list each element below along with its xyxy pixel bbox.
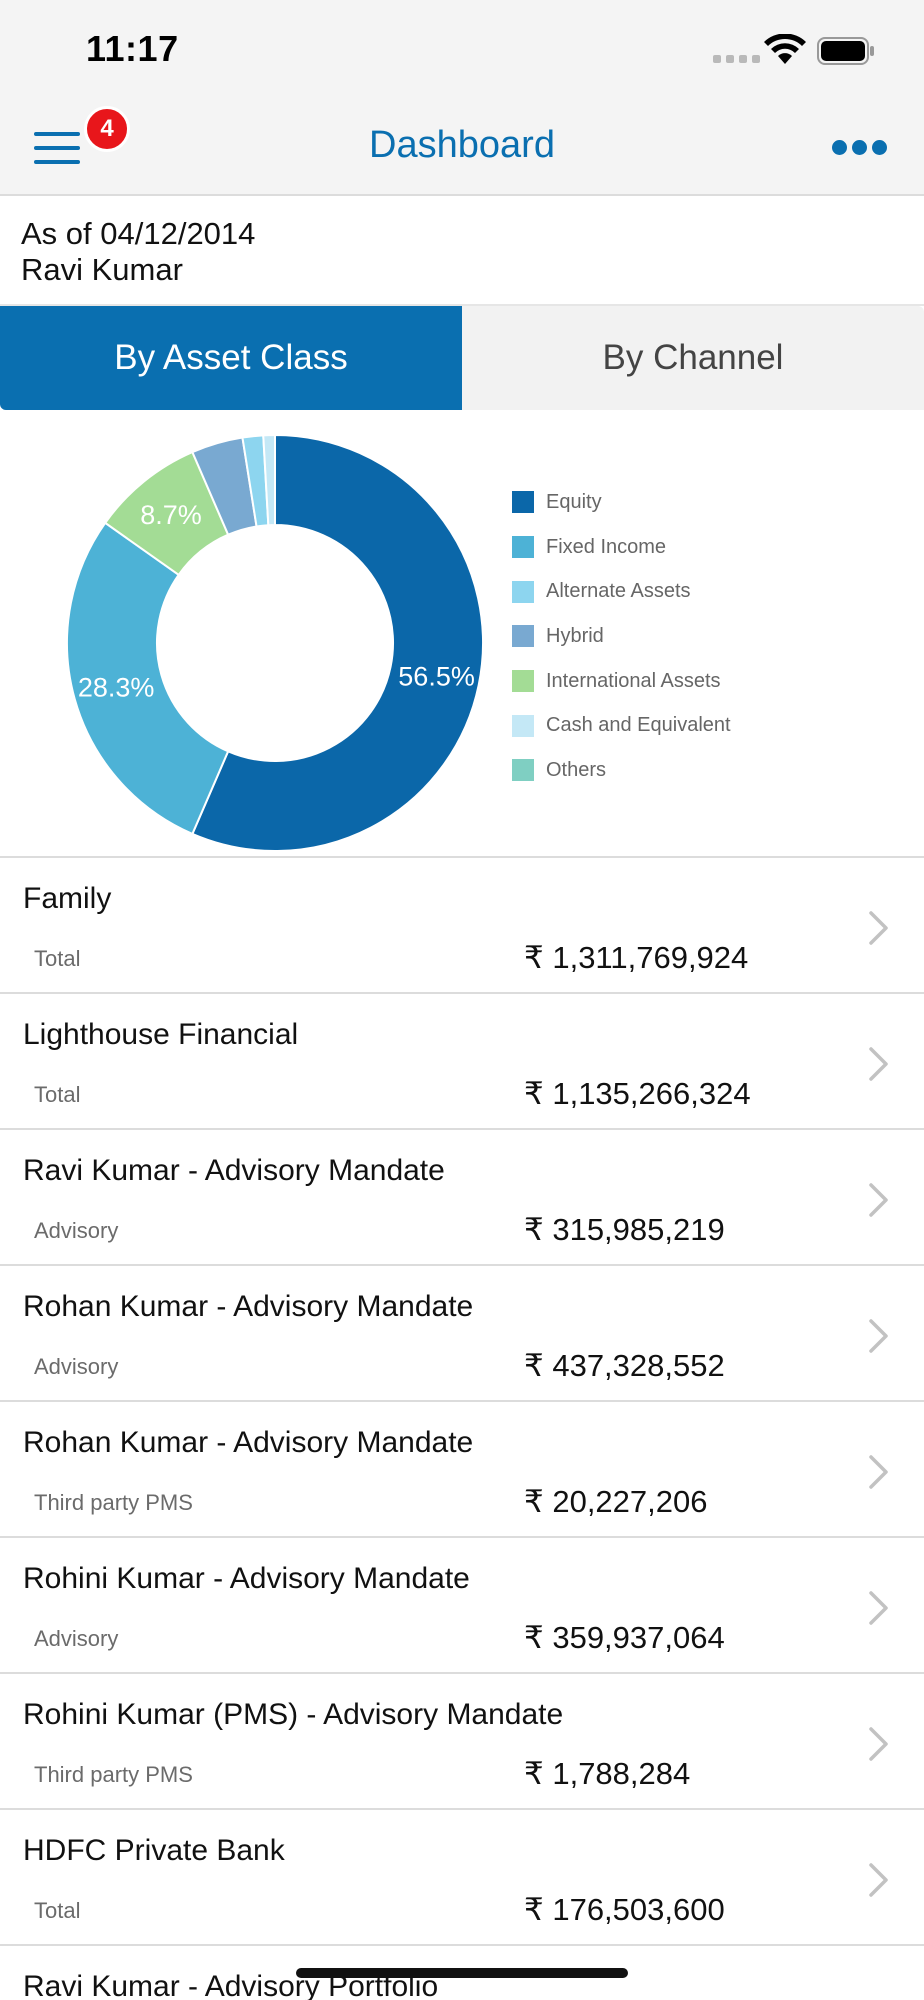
account-type: Total [34, 946, 81, 971]
legend-item: Cash and Equivalent [512, 703, 731, 748]
legend-item: International Assets [512, 659, 731, 704]
navigation-bar: 4 Dashboard [0, 96, 924, 196]
donut-chart: 56.5% 28.3% 8.7% [66, 433, 484, 852]
legend-item: Fixed Income [512, 525, 731, 570]
legend-label: International Assets [546, 669, 721, 692]
chevron-right-icon [869, 1183, 888, 1217]
legend-item: Alternate Assets [512, 569, 731, 614]
legend-item: Equity [512, 480, 731, 525]
account-row[interactable]: Ravi Kumar - Advisory Mandate Advisory ₹ 3… [0, 1130, 924, 1266]
account-type: Third party PMS [34, 1490, 193, 1515]
account-row[interactable]: Rohini Kumar - Advisory Mandate Advisory ₹… [0, 1538, 924, 1674]
chevron-right-icon [869, 1455, 888, 1489]
donut-slice-fixed-income[interactable] [66, 521, 230, 836]
legend-label: Alternate Assets [546, 580, 691, 603]
account-title: Rohini Kumar (PMS) - Advisory Mandate [23, 1698, 564, 1731]
asset-allocation-chart: 56.5% 28.3% 8.7% Equity Fixed Income Alterna… [0, 410, 924, 858]
status-time: 11:17 [86, 28, 179, 69]
account-type: Third party PMS [34, 1762, 193, 1787]
page-title: Dashboard [369, 124, 555, 166]
chevron-right-icon [869, 1727, 888, 1761]
account-row[interactable]: Rohan Kumar - Advisory Mandate Advisory ₹ … [0, 1266, 924, 1402]
donut-slice-cash-and-equivalent[interactable] [262, 433, 276, 527]
legend-label: Fixed Income [546, 535, 667, 558]
account-row[interactable]: Family Total ₹ 1,311,769,924 [0, 858, 924, 994]
chevron-right-icon [869, 1319, 888, 1353]
legend-label: Equity [546, 490, 602, 513]
account-type: Advisory [34, 1354, 119, 1379]
status-bar: 11:17 [0, 0, 924, 96]
account-row[interactable]: HDFC Private Bank Total ₹ 176,503,600 [0, 1810, 924, 1946]
battery-icon [817, 37, 874, 65]
chevron-right-icon [869, 911, 888, 945]
hamburger-menu-icon[interactable] [34, 130, 82, 166]
legend-swatch [512, 759, 534, 782]
legend-swatch [512, 491, 534, 514]
chevron-right-icon [869, 1591, 888, 1625]
account-title: Rohini Kumar - Advisory Mandate [23, 1562, 470, 1595]
account-type: Total [34, 1082, 81, 1107]
slice-label: 56.5% [398, 661, 475, 691]
account-type: Total [34, 1898, 81, 1923]
account-row[interactable]: Lighthouse Financial Total ₹ 1,135,266,324 [0, 994, 924, 1130]
chevron-right-icon [869, 1047, 888, 1081]
segment-by-channel[interactable]: By Channel [462, 306, 924, 410]
account-row[interactable]: Rohan Kumar - Advisory Mandate Third part… [0, 1402, 924, 1538]
account-amount: ₹ 359,937,064 [524, 1620, 725, 1655]
account-amount: ₹ 20,227,206 [524, 1484, 708, 1519]
account-amount: ₹ 437,328,552 [524, 1348, 725, 1383]
legend-swatch [512, 670, 534, 693]
account-amount: ₹ 1,135,266,324 [524, 1076, 751, 1111]
cellular-signal-icon [713, 55, 760, 63]
segment-by-asset-class[interactable]: By Asset Class [0, 306, 462, 410]
legend-swatch [512, 536, 534, 559]
legend-swatch [512, 714, 534, 737]
account-type: Advisory [34, 1626, 119, 1651]
slice-label: 28.3% [78, 673, 155, 703]
account-title: Lighthouse Financial [23, 1018, 299, 1051]
account-amount: ₹ 1,788,284 [524, 1756, 691, 1791]
more-options-icon[interactable] [832, 140, 887, 155]
donut-slice-equity[interactable] [191, 433, 484, 852]
slice-label: 8.7% [140, 500, 202, 530]
legend-label: Hybrid [546, 624, 604, 647]
chevron-right-icon [869, 1863, 888, 1897]
client-name: Ravi Kumar [21, 252, 183, 287]
account-type: Advisory [34, 1218, 119, 1243]
account-amount: ₹ 315,985,219 [524, 1212, 725, 1247]
account-list: Family Total ₹ 1,311,769,924 Lighthouse Fin… [0, 858, 924, 2000]
account-title: HDFC Private Bank [23, 1834, 285, 1867]
home-indicator [296, 1968, 628, 1978]
legend-swatch [512, 580, 534, 603]
legend-item: Others [512, 748, 731, 793]
account-row[interactable]: Rohini Kumar (PMS) - Advisory Mandate Thi… [0, 1674, 924, 1810]
account-title: Ravi Kumar - Advisory Mandate [23, 1154, 445, 1187]
legend-item: Hybrid [512, 614, 731, 659]
as-of-date: As of 04/12/2014 [21, 216, 256, 251]
account-title: Rohan Kumar - Advisory Mandate [23, 1290, 474, 1323]
account-amount: ₹ 1,311,769,924 [524, 940, 749, 975]
wifi-icon [764, 34, 806, 64]
notification-badge: 4 [84, 106, 130, 152]
view-segmented-control: By Asset Class By Channel [0, 306, 924, 410]
chart-legend: Equity Fixed Income Alternate Assets Hybrid… [512, 480, 731, 793]
account-title: Rohan Kumar - Advisory Mandate [23, 1426, 474, 1459]
account-amount: ₹ 176,503,600 [524, 1892, 725, 1927]
portfolio-info: As of 04/12/2014 Ravi Kumar [0, 198, 924, 306]
legend-label: Others [546, 758, 607, 781]
account-title: Family [23, 882, 112, 915]
legend-label: Cash and Equivalent [546, 714, 731, 737]
legend-swatch [512, 625, 534, 648]
